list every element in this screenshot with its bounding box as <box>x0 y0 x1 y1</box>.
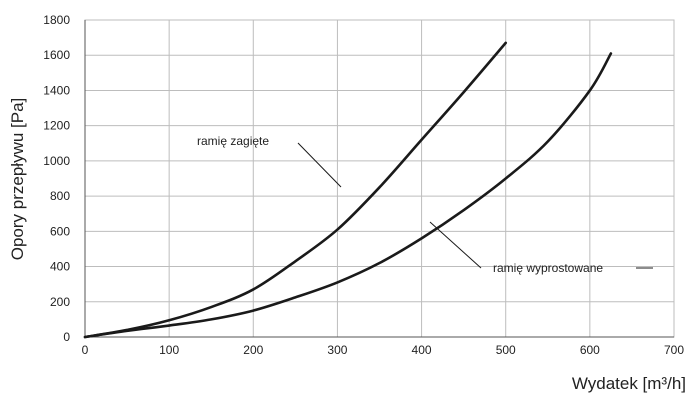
y-tick-label: 0 <box>63 330 70 344</box>
annotation-bent-arm: ramię zagięte <box>197 134 269 148</box>
annotation-straight-arm: ramię wyprostowane <box>493 261 603 275</box>
grid <box>84 19 675 338</box>
y-tick-label: 400 <box>50 260 70 274</box>
x-tick-label: 600 <box>580 343 600 357</box>
y-axis-title: Opory przepływu [Pa] <box>8 98 27 261</box>
y-axis-ticks: 0 200 400 600 800 1000 1200 1400 1600 1800 <box>43 13 70 344</box>
x-tick-label: 400 <box>412 343 432 357</box>
x-tick-label: 0 <box>82 343 89 357</box>
x-tick-label: 200 <box>243 343 263 357</box>
plot-frame <box>84 19 675 338</box>
x-tick-label: 700 <box>664 343 684 357</box>
annotation-leader-straight <box>429 221 482 269</box>
y-tick-label: 1800 <box>43 13 70 27</box>
y-tick-label: 600 <box>50 224 70 238</box>
x-tick-label: 500 <box>496 343 516 357</box>
x-axis-ticks: 0 100 200 300 400 500 600 700 <box>82 343 685 357</box>
series-line-straight-arm <box>83 52 613 339</box>
x-axis-title: Wydatek [m³/h] <box>572 374 686 393</box>
series-line-bent-arm <box>83 41 508 339</box>
y-tick-label: 800 <box>50 189 70 203</box>
y-tick-label: 200 <box>50 295 70 309</box>
annotation-leader-bent <box>297 142 342 188</box>
y-tick-label: 1400 <box>43 83 70 97</box>
x-tick-label: 100 <box>159 343 179 357</box>
x-tick-label: 300 <box>327 343 347 357</box>
y-tick-label: 1600 <box>43 48 70 62</box>
y-tick-label: 1200 <box>43 119 70 133</box>
series-lines <box>83 41 613 339</box>
y-tick-label: 1000 <box>43 154 70 168</box>
